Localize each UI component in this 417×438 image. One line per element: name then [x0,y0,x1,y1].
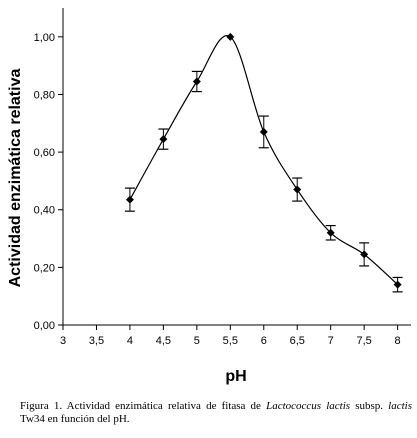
data-point [293,185,302,194]
figure-caption: Figura 1. Actividad enzimática relativa … [20,400,412,426]
x-tick-label: 3 [60,335,66,347]
y-tick-label: 0,60 [34,147,55,159]
y-axis-title: Actividad enzimática relativa [7,69,24,288]
x-tick-label: 7 [328,335,334,347]
x-tick-label: 8 [395,335,401,347]
x-tick-label: 5 [194,335,200,347]
x-tick-label: 3,5 [89,335,104,347]
data-point [159,135,168,144]
x-tick-label: 7,5 [357,335,372,347]
x-tick-label: 6,5 [290,335,305,347]
data-point [360,250,369,259]
x-tick-label: 6 [261,335,267,347]
caption-suffix: Tw34 en función del pH. [20,413,130,425]
y-tick-label: 0,40 [34,205,55,217]
y-tick-label: 1,00 [34,32,55,44]
series-line [129,34,399,286]
y-tick-label: 0,20 [34,262,55,274]
y-tick-label: 0,80 [34,89,55,101]
x-tick-label: 4 [127,335,133,347]
data-point [393,280,402,289]
x-tick-label: 4,5 [156,335,171,347]
caption-species: Lactococcus lactis [266,400,351,412]
data-point [259,127,268,136]
data-point [125,195,134,204]
y-tick-label: 0,00 [34,320,55,332]
x-tick-label: 5,5 [223,335,238,347]
data-point [192,77,201,86]
caption-prefix: Figura 1. Actividad enzimática relativa … [20,400,267,412]
plot-area: 0,00 0,20 0,40 0,60 0,80 1,00 3 3,5 4 4,5 5 5,5 6 6,5… [34,8,411,347]
x-axis-title: pH [225,368,246,385]
caption-mid: subsp. [350,400,389,412]
data-point [326,228,335,237]
caption-subspecies: lactis [388,400,412,412]
chart: 0,00 0,20 0,40 0,60 0,80 1,00 3 3,5 4 4,5 5 5,5 6 6,5… [7,8,411,385]
data-point [226,32,235,41]
